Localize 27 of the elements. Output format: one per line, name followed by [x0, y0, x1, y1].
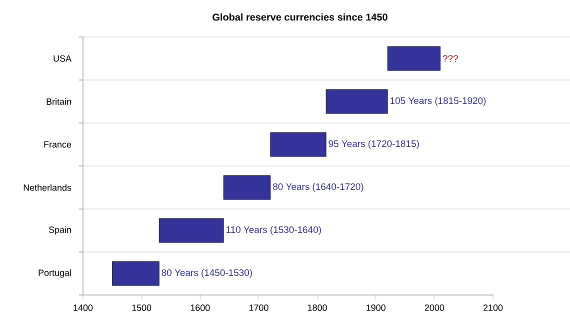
- chart-title: Global reserve currencies since 1450: [212, 13, 388, 21]
- data-label: 105 Years (1815-1920): [390, 97, 486, 106]
- x-tick-label: 1500: [132, 304, 152, 311]
- data-label: 80 Years (1450-1530): [162, 269, 252, 278]
- bar: [326, 89, 388, 114]
- bar: [223, 175, 271, 200]
- data-label: 95 Years (1720-1815): [328, 140, 419, 149]
- y-tick-label: Netherlands: [24, 184, 72, 191]
- bar: [112, 261, 160, 286]
- bar: [270, 132, 326, 157]
- x-tick-label: 1700: [249, 304, 268, 311]
- x-tick-label: 1900: [366, 304, 386, 311]
- y-tick-label: Spain: [48, 226, 71, 235]
- bar: [158, 218, 224, 243]
- data-label: 80 Years (1640-1720): [273, 183, 364, 192]
- x-tick-label: 1600: [190, 304, 210, 311]
- x-tick-label: 2000: [424, 304, 444, 311]
- y-tick-label: USA: [54, 55, 72, 62]
- x-tick-label: 1800: [308, 304, 327, 311]
- x-tick-label: 2100: [483, 304, 503, 311]
- annotation: ???: [442, 55, 458, 62]
- y-tick-label: France: [44, 141, 72, 148]
- data-label: 110 Years (1530-1640): [226, 226, 321, 235]
- bar: [387, 46, 440, 71]
- y-tick-label: Portugal: [38, 269, 71, 278]
- x-tick-label: 1400: [74, 304, 93, 311]
- y-tick-label: Britain: [46, 98, 71, 105]
